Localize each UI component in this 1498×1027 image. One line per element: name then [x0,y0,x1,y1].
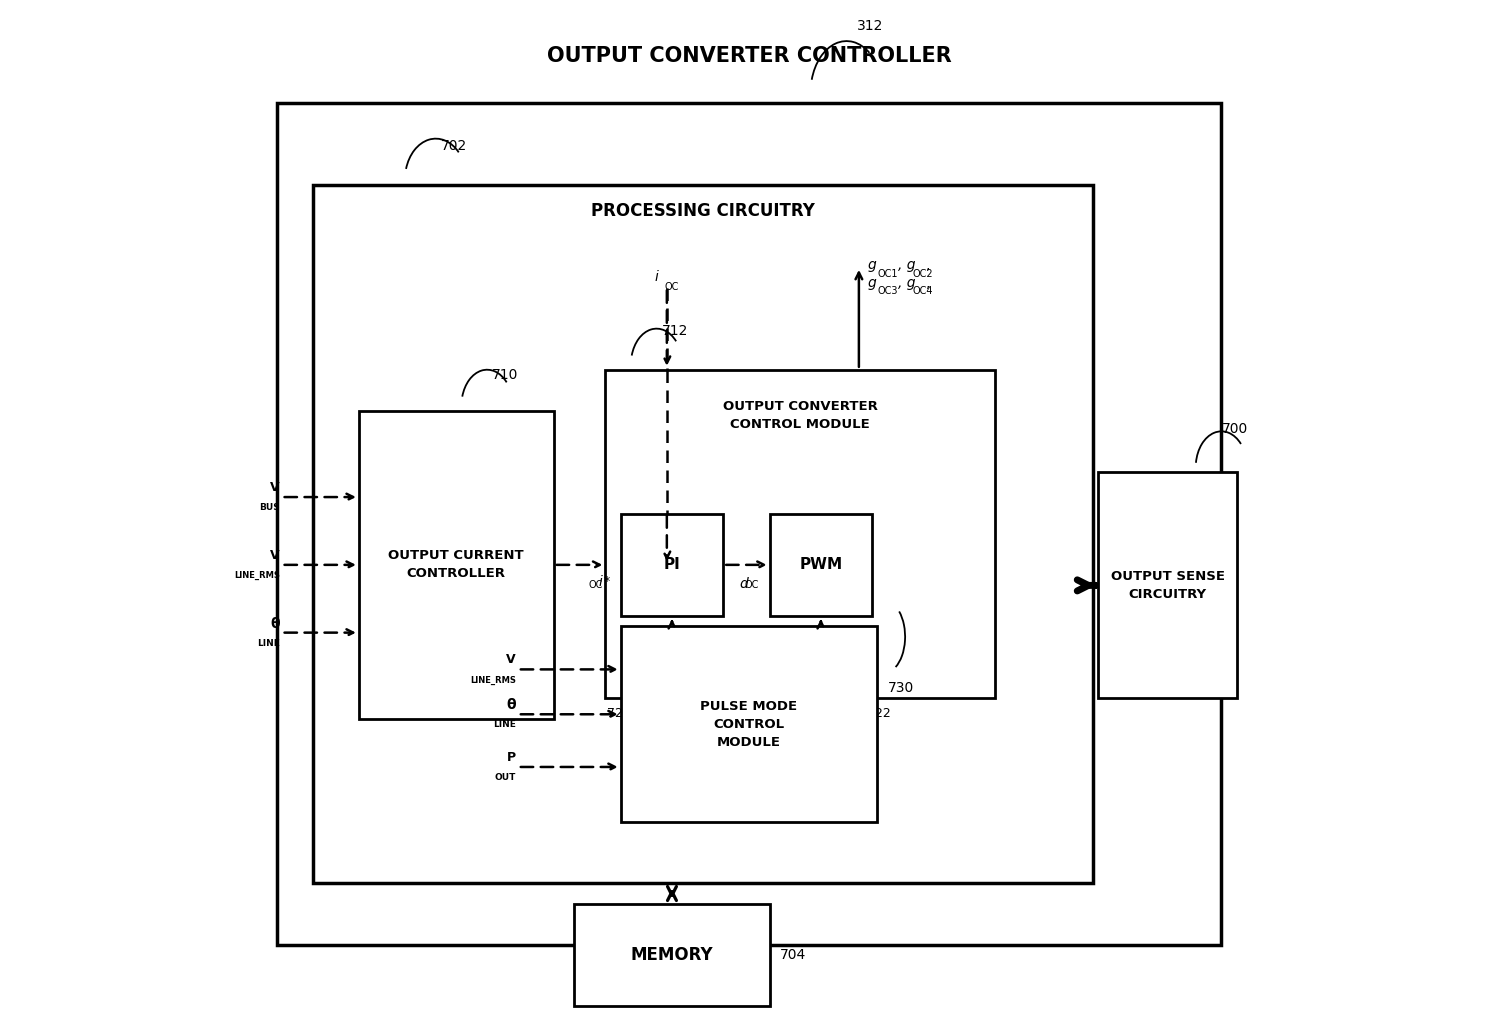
Text: , g: , g [897,258,915,272]
Text: 730: 730 [888,681,914,695]
Text: PULSE MODE
CONTROL
MODULE: PULSE MODE CONTROL MODULE [701,699,797,749]
Text: PROCESSING CIRCUITRY: PROCESSING CIRCUITRY [590,201,815,220]
Text: OC1: OC1 [878,269,897,279]
Text: θ: θ [270,616,280,631]
Text: MEMORY: MEMORY [631,946,713,964]
Text: V: V [506,653,515,667]
Text: 712: 712 [662,324,688,338]
Text: OUTPUT SENSE
CIRCUITRY: OUTPUT SENSE CIRCUITRY [1110,570,1224,601]
Text: i: i [655,270,659,284]
Bar [1098,472,1237,698]
Text: PWM: PWM [800,558,842,572]
Text: OC: OC [745,580,759,591]
Text: V: V [270,548,280,562]
Bar [574,904,770,1006]
Text: ,: , [926,275,930,290]
Text: LINE_RMS: LINE_RMS [234,571,280,580]
Text: 700: 700 [1221,422,1248,436]
Bar [770,514,872,616]
Text: 720: 720 [607,708,631,720]
Text: , g: , g [897,275,915,290]
Bar [620,514,724,616]
Text: 722: 722 [867,708,891,720]
Text: *: * [604,575,610,588]
Bar [313,185,1094,883]
Text: 312: 312 [857,18,884,33]
Text: PI: PI [664,558,680,572]
Bar [605,370,996,698]
Text: i: i [598,575,602,589]
Text: OC3: OC3 [878,286,897,296]
Text: g: g [867,275,876,290]
Text: OC4: OC4 [912,286,933,296]
Text: g: g [867,258,876,272]
Bar [277,103,1221,945]
Text: OC: OC [665,282,679,293]
Text: LINE: LINE [256,639,280,648]
Text: OUTPUT CONVERTER CONTROLLER: OUTPUT CONVERTER CONTROLLER [547,46,951,67]
Text: OUTPUT CONVERTER
CONTROL MODULE: OUTPUT CONVERTER CONTROL MODULE [724,401,878,431]
Text: OC2: OC2 [912,269,933,279]
Text: OUTPUT CURRENT
CONTROLLER: OUTPUT CURRENT CONTROLLER [388,549,524,580]
Text: P: P [506,751,515,764]
Bar [620,626,878,822]
Text: LINE: LINE [493,721,515,729]
Text: ,: , [926,258,930,272]
Text: OC: OC [589,580,604,591]
Text: V: V [270,481,280,494]
Text: OUT: OUT [494,773,515,783]
Text: LINE_RMS: LINE_RMS [470,676,515,685]
Text: 710: 710 [493,368,518,382]
Text: BUS: BUS [259,503,280,512]
Text: 704: 704 [780,948,806,962]
Text: θ: θ [506,698,515,713]
Bar [358,411,554,719]
Text: 702: 702 [440,139,467,153]
Text: d: d [739,577,748,592]
